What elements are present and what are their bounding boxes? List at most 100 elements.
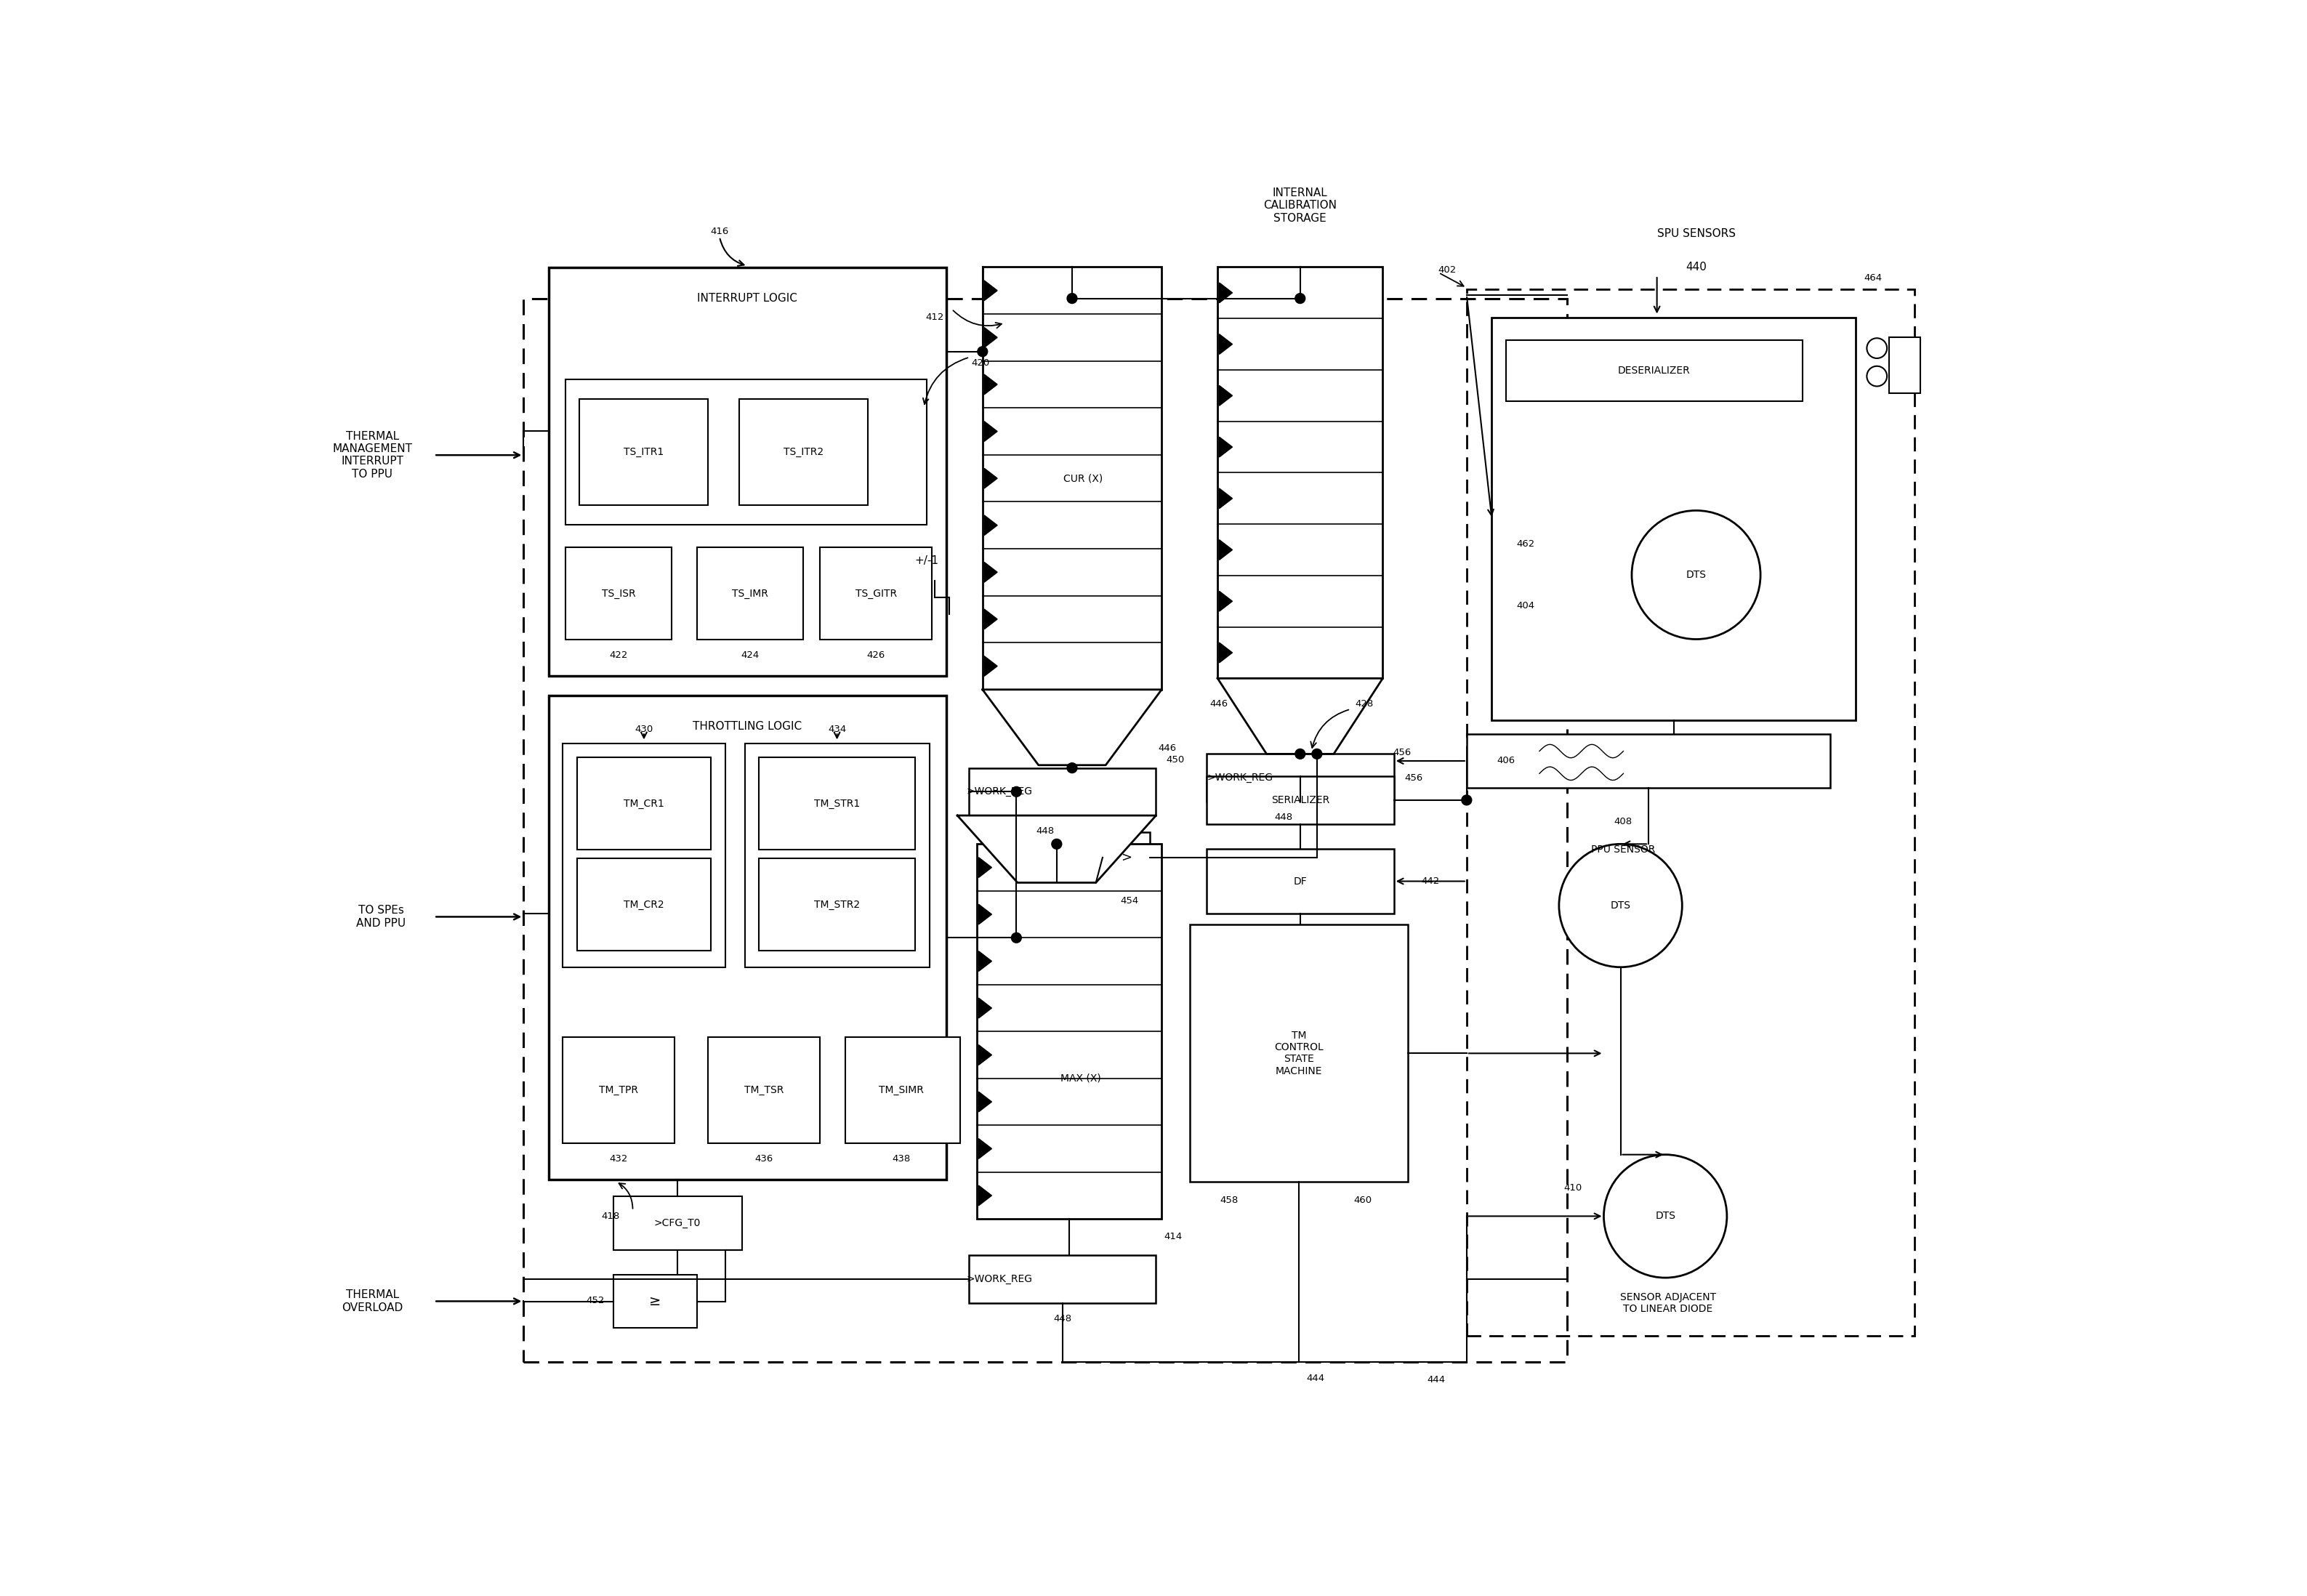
Bar bbox=[1467, 734, 1829, 787]
Bar bbox=[738, 399, 867, 506]
Text: 432: 432 bbox=[609, 1154, 628, 1163]
Text: THERMAL
OVERLOAD: THERMAL OVERLOAD bbox=[341, 1290, 404, 1314]
Text: 438: 438 bbox=[893, 1154, 911, 1163]
Text: >: > bbox=[1121, 851, 1133, 863]
Text: 424: 424 bbox=[741, 650, 759, 659]
Circle shape bbox=[1068, 763, 1077, 772]
Text: +/-1: +/-1 bbox=[914, 555, 939, 567]
Bar bbox=[976, 844, 1163, 1219]
Text: THERMAL
MANAGEMENT
INTERRUPT
TO PPU: THERMAL MANAGEMENT INTERRUPT TO PPU bbox=[332, 431, 413, 479]
Text: TM_TPR: TM_TPR bbox=[600, 1085, 639, 1095]
Polygon shape bbox=[985, 327, 997, 348]
Polygon shape bbox=[957, 816, 1156, 883]
Bar bbox=[549, 696, 946, 1179]
Circle shape bbox=[1010, 787, 1022, 796]
Text: TS_GITR: TS_GITR bbox=[856, 589, 897, 598]
Circle shape bbox=[1866, 365, 1887, 386]
Text: 418: 418 bbox=[602, 1211, 621, 1221]
Circle shape bbox=[1603, 1154, 1728, 1278]
Text: SPU SENSORS: SPU SENSORS bbox=[1656, 228, 1735, 239]
Text: 446: 446 bbox=[1158, 744, 1177, 753]
Polygon shape bbox=[1220, 437, 1232, 456]
Text: 406: 406 bbox=[1497, 757, 1516, 766]
Text: TS_ISR: TS_ISR bbox=[602, 589, 637, 598]
Text: PPU SENSOR: PPU SENSOR bbox=[1592, 844, 1656, 855]
Polygon shape bbox=[978, 998, 992, 1018]
Polygon shape bbox=[1218, 678, 1382, 753]
Text: SERIALIZER: SERIALIZER bbox=[1271, 795, 1329, 806]
Bar bbox=[1103, 832, 1151, 883]
Text: 448: 448 bbox=[1036, 827, 1054, 836]
Text: 428: 428 bbox=[1354, 699, 1373, 709]
Text: >CFG_T0: >CFG_T0 bbox=[655, 1218, 701, 1229]
Text: 434: 434 bbox=[828, 725, 847, 734]
Text: 404: 404 bbox=[1516, 602, 1534, 610]
Polygon shape bbox=[1220, 488, 1232, 509]
Text: MAX (X): MAX (X) bbox=[1061, 1073, 1100, 1084]
Text: 456: 456 bbox=[1393, 749, 1412, 757]
Bar bbox=[565, 380, 927, 525]
Polygon shape bbox=[985, 281, 997, 300]
Bar bbox=[969, 1256, 1156, 1302]
Polygon shape bbox=[978, 951, 992, 972]
Bar bbox=[1190, 924, 1407, 1183]
Polygon shape bbox=[978, 1138, 992, 1159]
Circle shape bbox=[1052, 839, 1061, 849]
Polygon shape bbox=[1220, 539, 1232, 560]
Circle shape bbox=[1068, 294, 1077, 303]
Bar bbox=[1493, 318, 1855, 720]
Bar bbox=[1207, 776, 1393, 824]
Text: 422: 422 bbox=[609, 650, 628, 659]
Text: 448: 448 bbox=[1273, 812, 1292, 822]
Bar bbox=[524, 298, 1566, 1361]
Bar bbox=[1207, 849, 1393, 913]
Text: TS_ITR2: TS_ITR2 bbox=[784, 447, 824, 458]
Text: DTS: DTS bbox=[1654, 1211, 1675, 1221]
Bar bbox=[563, 1037, 674, 1143]
Text: INTERRUPT LOGIC: INTERRUPT LOGIC bbox=[697, 294, 798, 303]
Polygon shape bbox=[985, 468, 997, 488]
Text: 462: 462 bbox=[1516, 539, 1534, 549]
Bar bbox=[745, 744, 930, 967]
Bar bbox=[1207, 753, 1393, 801]
Text: ≥: ≥ bbox=[648, 1294, 662, 1309]
Polygon shape bbox=[1220, 591, 1232, 611]
Polygon shape bbox=[985, 562, 997, 583]
Polygon shape bbox=[1220, 334, 1232, 354]
Bar bbox=[969, 768, 1156, 816]
Polygon shape bbox=[985, 656, 997, 677]
Text: 446: 446 bbox=[1209, 699, 1227, 709]
Bar bbox=[1889, 337, 1919, 393]
Bar bbox=[708, 1037, 821, 1143]
Text: 402: 402 bbox=[1437, 265, 1456, 275]
Text: DTS: DTS bbox=[1610, 900, 1631, 911]
Text: DF: DF bbox=[1294, 876, 1308, 886]
Polygon shape bbox=[1220, 643, 1232, 662]
Bar bbox=[759, 859, 916, 950]
Text: 440: 440 bbox=[1686, 262, 1707, 273]
Bar bbox=[577, 757, 711, 849]
Text: 416: 416 bbox=[711, 227, 729, 236]
Bar bbox=[1218, 267, 1382, 678]
Text: 452: 452 bbox=[586, 1296, 604, 1306]
Text: 450: 450 bbox=[1167, 755, 1186, 764]
Bar bbox=[983, 267, 1163, 689]
Polygon shape bbox=[985, 516, 997, 535]
Bar bbox=[549, 268, 946, 677]
Circle shape bbox=[1631, 511, 1760, 640]
Bar bbox=[577, 859, 711, 950]
Circle shape bbox=[1463, 795, 1472, 804]
Text: 458: 458 bbox=[1220, 1195, 1239, 1205]
Polygon shape bbox=[985, 610, 997, 629]
Text: TM
CONTROL
STATE
MACHINE: TM CONTROL STATE MACHINE bbox=[1273, 1031, 1324, 1076]
Text: INTERNAL
CALIBRATION
STORAGE: INTERNAL CALIBRATION STORAGE bbox=[1264, 187, 1336, 223]
Bar bbox=[614, 1275, 697, 1328]
Text: TS_IMR: TS_IMR bbox=[731, 589, 768, 598]
Circle shape bbox=[978, 346, 987, 356]
Polygon shape bbox=[985, 421, 997, 442]
Text: TM_SIMR: TM_SIMR bbox=[879, 1085, 923, 1095]
Text: 412: 412 bbox=[925, 313, 944, 322]
Bar bbox=[563, 744, 724, 967]
Bar bbox=[614, 1197, 743, 1250]
Text: 430: 430 bbox=[634, 725, 653, 734]
